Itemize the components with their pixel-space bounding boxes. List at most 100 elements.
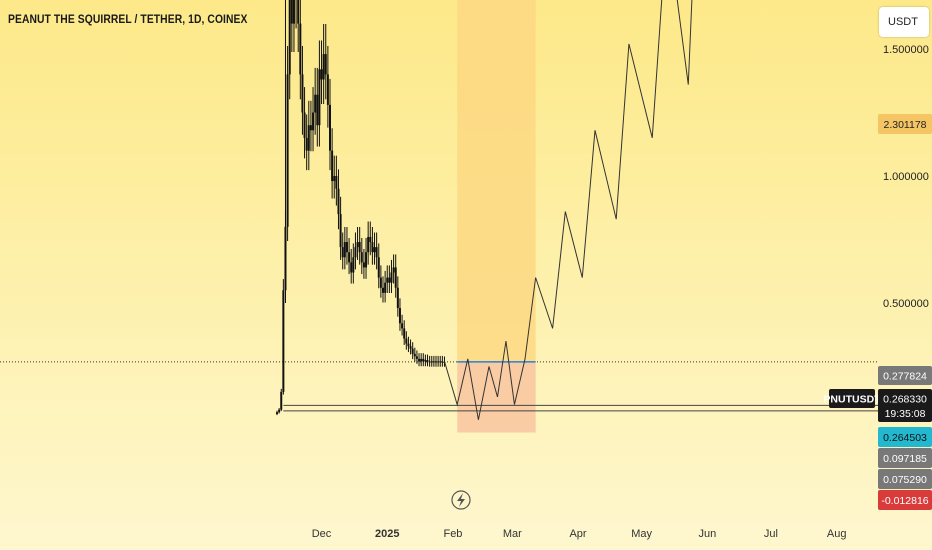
x-tick-label: Feb <box>443 528 462 540</box>
price-tag-bg <box>829 389 875 408</box>
candle-body <box>428 361 431 363</box>
price-tag-label: 0.075290 <box>883 474 927 486</box>
candle-body <box>299 23 302 75</box>
candle-body <box>335 176 338 189</box>
candle-body <box>358 242 361 253</box>
candle-body <box>354 247 357 258</box>
candle-body <box>286 74 289 227</box>
zone-1 <box>457 362 536 433</box>
y-tick-label: 1.500000 <box>883 44 929 56</box>
candle-body <box>407 343 410 347</box>
candle-body <box>369 236 372 243</box>
candle-body <box>398 308 401 324</box>
candle-body <box>437 361 440 363</box>
chart-title: PEANUT THE SQUIRREL / TETHER, 1D, COINEX <box>8 12 248 26</box>
price-tag-label: 19:35:08 <box>885 408 926 420</box>
candles-layer <box>276 0 446 416</box>
candle-body <box>329 104 331 151</box>
candle-body <box>360 252 363 263</box>
candle-body <box>314 94 317 113</box>
x-tick-label: Dec <box>312 528 332 540</box>
candle-body <box>411 348 414 354</box>
x-tick-label: Jun <box>698 528 716 540</box>
candle-body <box>303 112 306 138</box>
x-tick-label: May <box>631 528 652 540</box>
candle-body <box>312 112 315 131</box>
candle-body <box>371 242 374 253</box>
candle-body <box>394 267 397 288</box>
x-tick-label: Aug <box>827 528 847 540</box>
candle-body <box>331 150 334 182</box>
candle-body <box>439 361 442 363</box>
candle-body <box>324 54 327 75</box>
candle-body <box>345 242 348 253</box>
price-tag-bg <box>878 404 932 422</box>
candle-body <box>392 267 395 273</box>
price-tag-bg <box>878 469 932 489</box>
candle-body <box>386 277 389 283</box>
candle-body <box>292 0 295 24</box>
candle-body <box>322 54 325 80</box>
price-tag-label: 0.277824 <box>883 371 927 383</box>
x-tick-label: Apr <box>569 528 586 540</box>
currency-button[interactable]: USDT <box>879 7 929 37</box>
candle-body <box>418 358 421 362</box>
price-tag-bg <box>878 114 932 134</box>
candle-body <box>339 214 342 248</box>
candle-body <box>426 360 429 362</box>
candle-body <box>297 0 300 24</box>
price-tag-bg <box>878 366 932 385</box>
candle-body <box>316 94 319 126</box>
price-tag-label: 0.097185 <box>883 453 927 465</box>
candle-body <box>307 125 310 151</box>
candle-body <box>420 358 423 362</box>
candle-body <box>405 338 408 344</box>
candle-body <box>403 328 406 339</box>
candle-body <box>280 391 283 410</box>
candle-body <box>413 353 416 357</box>
candle-body <box>365 252 368 268</box>
candle-body <box>424 360 427 362</box>
candle-body <box>309 125 312 131</box>
candle-body <box>415 356 418 359</box>
candle-body <box>373 247 376 253</box>
projection-line <box>444 0 693 420</box>
price-tag-label: 0.264503 <box>883 432 927 444</box>
candle-body <box>288 0 291 75</box>
price-tag-bg <box>878 389 932 408</box>
candle-body <box>305 137 308 151</box>
candle-body <box>282 290 285 392</box>
candle-body <box>367 236 370 253</box>
candle-body <box>348 252 351 263</box>
candle-body <box>377 257 380 278</box>
hlines-layer <box>0 361 878 412</box>
price-tag-label: PNUTUSDT <box>823 394 881 406</box>
candle-body <box>430 361 433 363</box>
candle-body <box>290 0 293 24</box>
candle-body <box>362 262 365 268</box>
x-axis: Dec 2025 Feb Mar Apr May Jun Jul Aug <box>312 528 847 540</box>
y-tick-label: 1.000000 <box>883 171 929 183</box>
price-tag-label: 0.268330 <box>883 394 927 406</box>
candle-body <box>441 361 444 363</box>
price-tag-bg <box>878 490 932 510</box>
candle-body <box>435 361 437 363</box>
candle-body <box>278 409 281 413</box>
projection-layer <box>444 0 693 420</box>
lightning-icon[interactable] <box>451 490 471 510</box>
x-tick-label: Mar <box>503 528 522 540</box>
candle-body <box>320 69 323 80</box>
candle-body <box>390 272 393 283</box>
x-tick-label: Jul <box>764 528 778 540</box>
candle-body <box>337 188 340 215</box>
y-tick-label: 0.500000 <box>883 298 929 310</box>
zone-0 <box>457 0 536 363</box>
candle-body <box>422 358 425 362</box>
candle-body <box>343 242 346 258</box>
price-tag-label: -0.012816 <box>881 495 928 507</box>
candle-body <box>341 247 344 258</box>
candle-body <box>375 247 378 258</box>
